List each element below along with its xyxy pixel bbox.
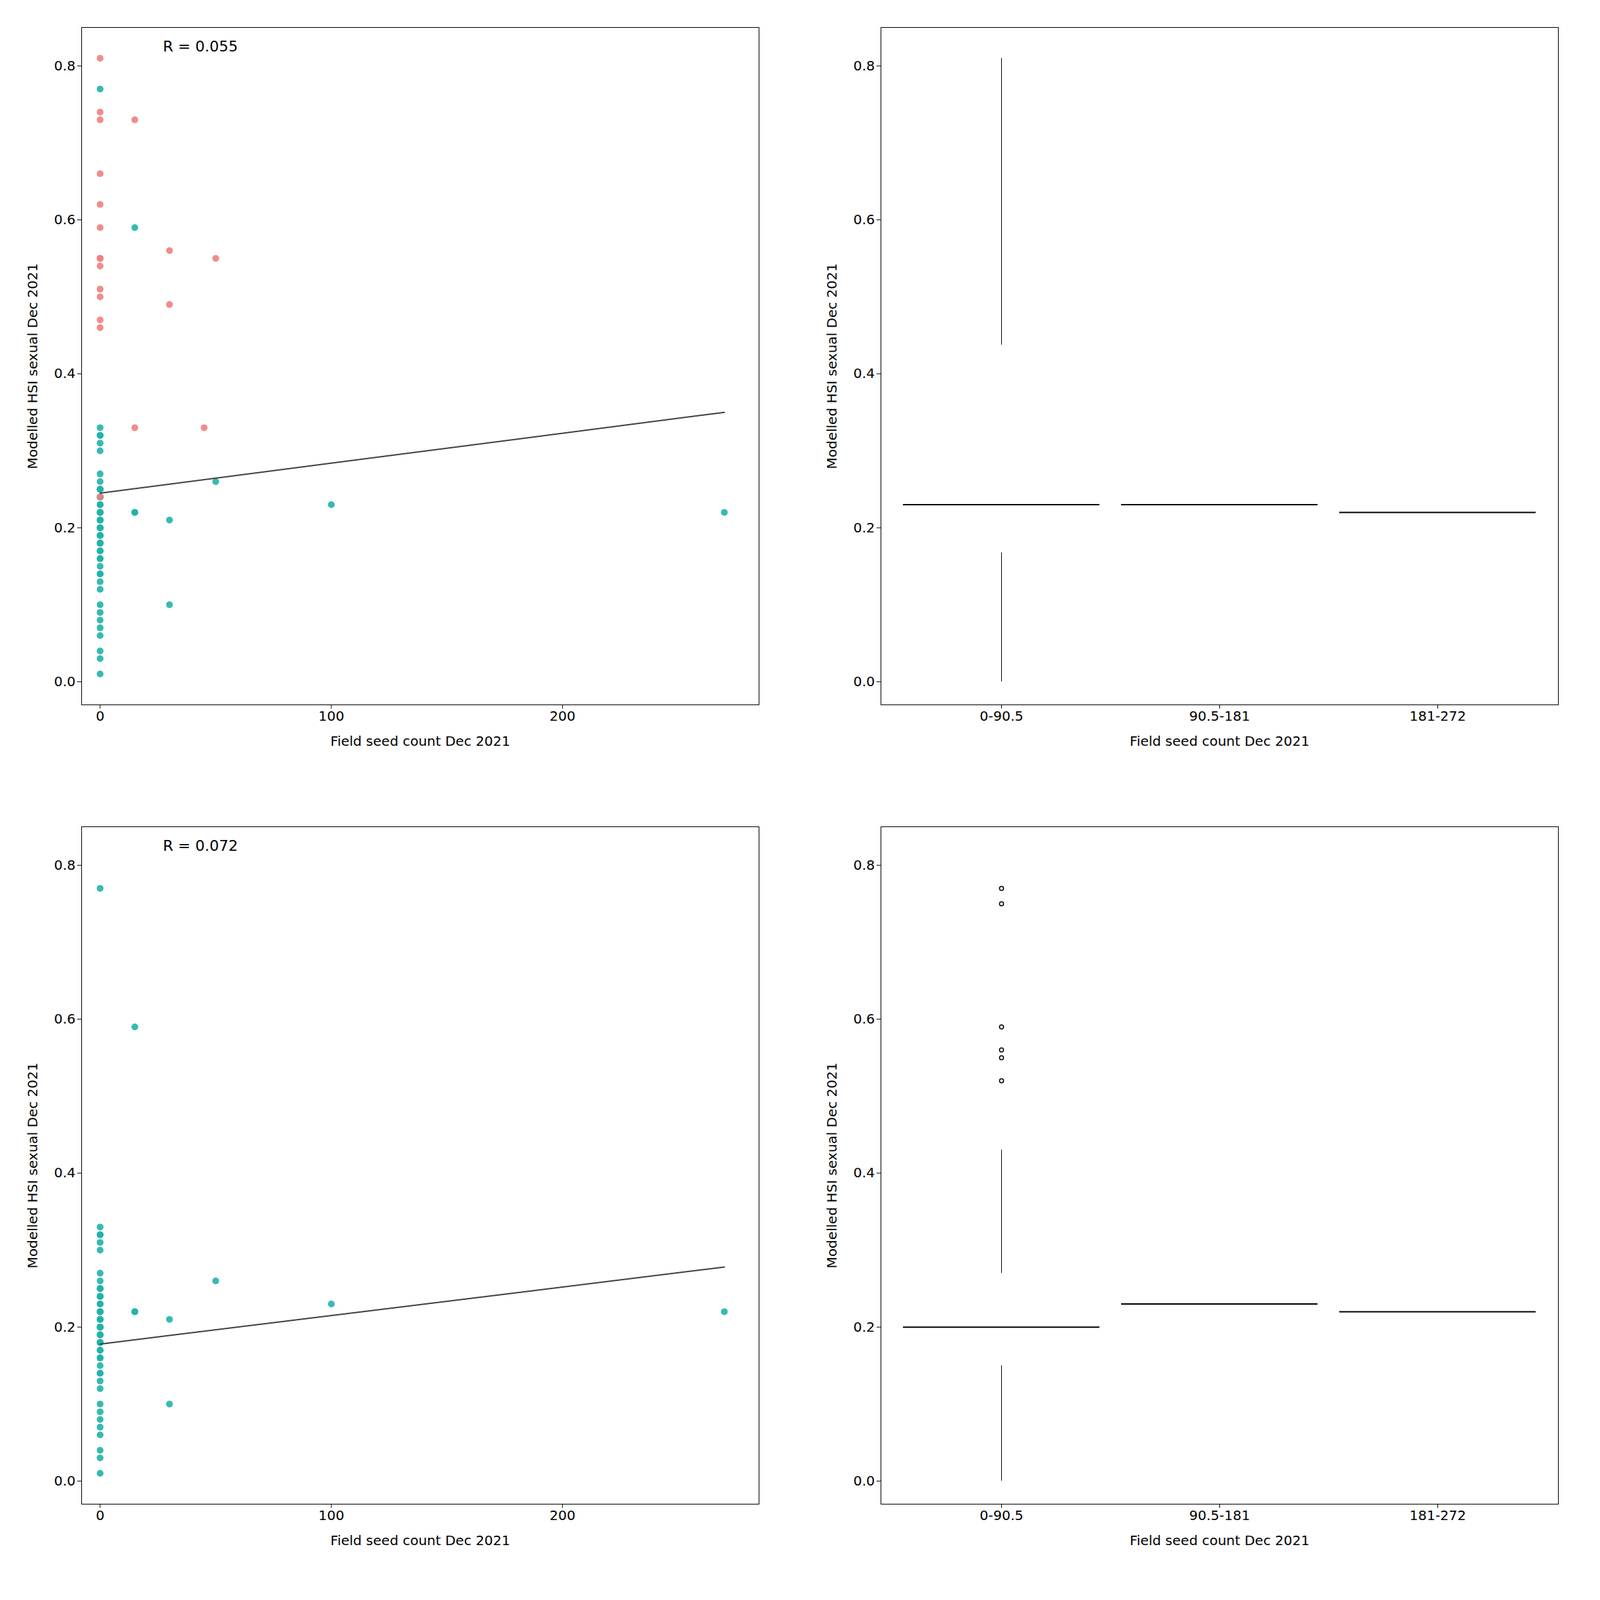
svg-text:Field seed count Dec 2021: Field seed count Dec 2021 [330, 1532, 511, 1549]
svg-text:0.8: 0.8 [54, 856, 76, 874]
svg-text:R = 0.072: R = 0.072 [163, 837, 239, 855]
svg-text:0.4: 0.4 [853, 365, 876, 382]
svg-text:0.4: 0.4 [54, 1164, 76, 1181]
svg-text:0: 0 [95, 1507, 105, 1524]
svg-text:181-272: 181-272 [1409, 1507, 1467, 1524]
svg-text:200: 200 [549, 1507, 576, 1524]
svg-text:0.2: 0.2 [54, 519, 76, 536]
svg-text:0.6: 0.6 [54, 1010, 76, 1027]
svg-text:Field seed count Dec 2021: Field seed count Dec 2021 [330, 732, 511, 750]
svg-text:100: 100 [318, 707, 345, 725]
svg-text:0-90.5: 0-90.5 [979, 1507, 1023, 1524]
svg-text:0.4: 0.4 [853, 1164, 876, 1181]
svg-text:0.0: 0.0 [853, 673, 876, 690]
svg-text:181-272: 181-272 [1409, 707, 1467, 725]
svg-text:0.4: 0.4 [54, 365, 76, 382]
svg-text:Modelled HSI sexual Dec 2021: Modelled HSI sexual Dec 2021 [24, 1062, 41, 1269]
svg-text:0.8: 0.8 [853, 57, 876, 74]
svg-text:200: 200 [549, 707, 576, 725]
svg-text:100: 100 [318, 1507, 345, 1524]
svg-text:Field seed count Dec 2021: Field seed count Dec 2021 [1129, 1532, 1310, 1549]
svg-text:0.8: 0.8 [54, 57, 76, 74]
svg-text:0.2: 0.2 [853, 519, 876, 536]
svg-text:0.6: 0.6 [54, 211, 76, 228]
svg-text:Modelled HSI sexual Dec 2021: Modelled HSI sexual Dec 2021 [24, 263, 41, 470]
svg-text:R = 0.055: R = 0.055 [163, 37, 239, 55]
svg-text:0.2: 0.2 [54, 1318, 76, 1336]
svg-text:0.2: 0.2 [853, 1318, 876, 1336]
svg-text:0.6: 0.6 [853, 1010, 876, 1027]
svg-text:Field seed count Dec 2021: Field seed count Dec 2021 [1129, 732, 1310, 750]
svg-text:0: 0 [95, 707, 105, 725]
svg-text:0.6: 0.6 [853, 211, 876, 228]
svg-text:Modelled HSI sexual Dec 2021: Modelled HSI sexual Dec 2021 [823, 263, 840, 470]
svg-text:0.0: 0.0 [54, 1472, 76, 1489]
svg-text:90.5-181: 90.5-181 [1189, 1507, 1251, 1524]
svg-text:90.5-181: 90.5-181 [1189, 707, 1251, 725]
svg-text:0.0: 0.0 [54, 673, 76, 690]
svg-text:0.0: 0.0 [853, 1472, 876, 1489]
svg-text:Modelled HSI sexual Dec 2021: Modelled HSI sexual Dec 2021 [823, 1062, 840, 1269]
svg-text:0.8: 0.8 [853, 856, 876, 874]
svg-text:0-90.5: 0-90.5 [979, 707, 1023, 725]
